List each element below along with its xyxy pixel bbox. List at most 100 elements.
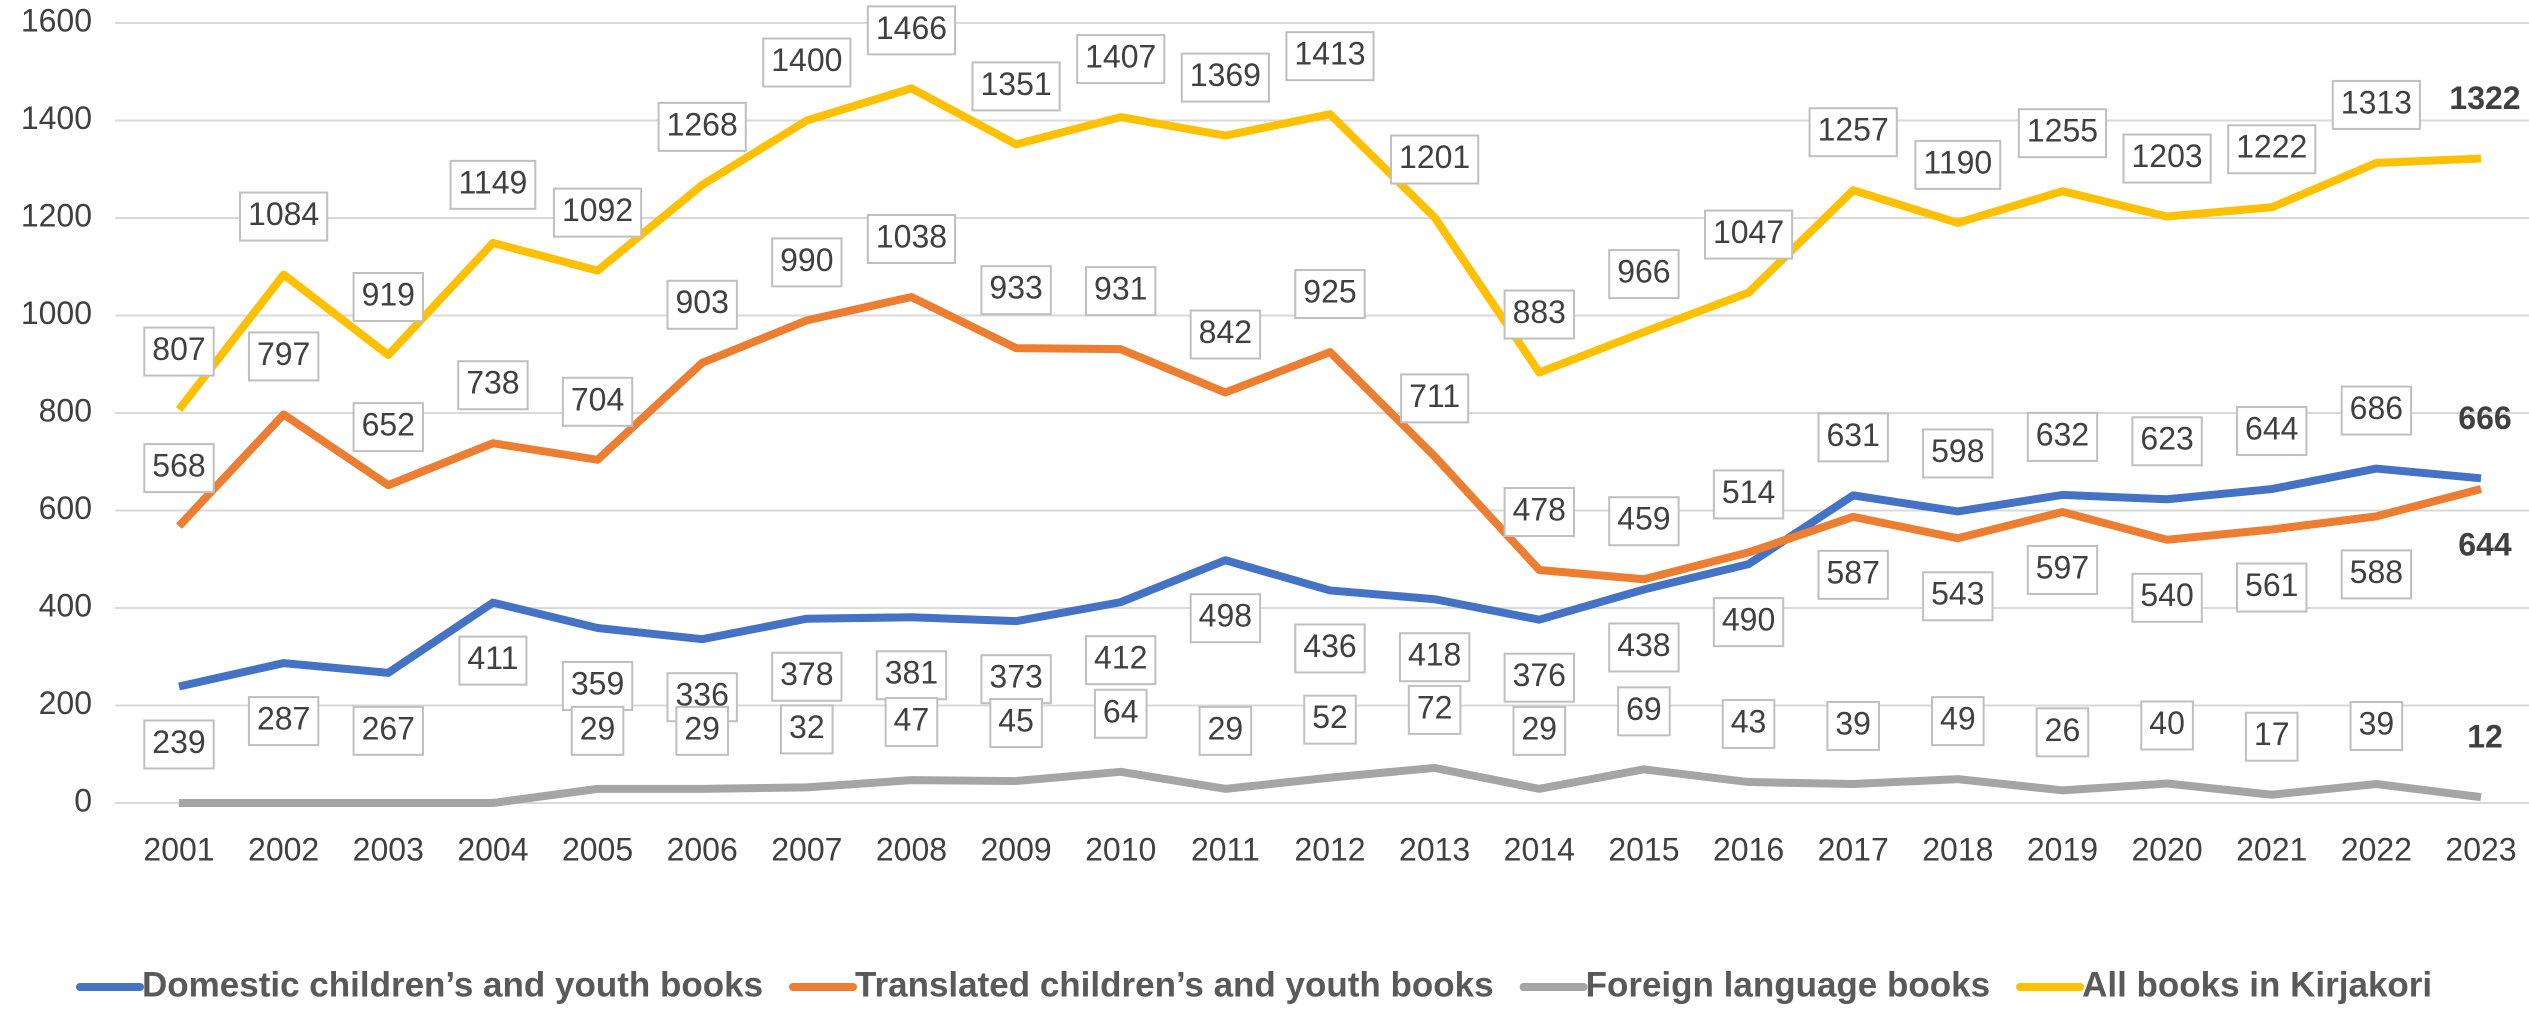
data-label-text: 632 [2036,416,2089,452]
data-label-text: 69 [1626,691,1662,727]
data-label-box [1817,412,1889,463]
data-label-box [2131,572,2203,623]
data-label-text: 373 [989,659,1042,695]
data-label-box [866,213,957,264]
x-tick-label: 2022 [2341,831,2412,867]
data-label-text: 478 [1513,491,1566,527]
data-label: 598 [1922,428,1994,479]
data-label-box [1189,593,1262,644]
data-label: 1149 [449,159,537,210]
data-label: 797 [247,331,320,382]
data-label-text: 1222 [2236,129,2307,165]
data-label: 267 [352,705,424,756]
data-label-text: 1092 [562,192,633,228]
data-label: 543 [1922,571,1994,622]
data-label-text: 43 [1731,703,1767,739]
data-label-text: 29 [580,710,616,746]
x-tick-label: 2013 [1399,831,1470,867]
data-label-text: 807 [152,331,205,367]
data-label: 239 [143,719,215,770]
y-tick-label: 1000 [21,295,92,331]
data-label: 1047 [1703,209,1794,260]
data-label-text: 287 [257,701,310,737]
data-label-box [1922,428,1994,479]
data-label-box [771,237,843,288]
data-label-text: 1190 [1923,144,1992,180]
data-label-text: 514 [1722,474,1775,510]
data-label-text: 931 [1094,271,1147,307]
data-label: 64 [1093,688,1148,739]
data-label: 12 [2467,719,2503,755]
x-tick-label: 2003 [353,831,424,867]
data-label-box [561,376,634,427]
data-label-text: 267 [362,710,415,746]
data-label-text: 359 [571,665,624,701]
data-label-box [1922,571,1994,622]
x-tick-label: 2012 [1294,831,1365,867]
data-label-box [666,279,738,330]
data-label-text: 652 [362,407,415,443]
data-label-text: 842 [1199,314,1252,350]
data-label: 29 [1512,705,1567,756]
data-label-box [1390,134,1480,185]
data-label-text: 49 [1940,701,1976,737]
data-label-text: 598 [1931,433,1984,469]
data-label-box [2035,707,2090,758]
data-label-box [1712,469,1785,520]
data-label-box [989,698,1043,749]
data-label-box [1198,705,1253,756]
data-label-box [1817,549,1889,600]
data-label-text: 29 [1521,710,1557,746]
data-label-box [2026,544,2099,595]
data-label-box [458,635,528,686]
data-label-text: 1322 [2449,80,2520,116]
series-line [176,292,2483,584]
data-label: 69 [1617,686,1671,737]
data-label-text: 704 [571,381,624,417]
data-label-box [1085,635,1157,686]
data-label-text: 738 [466,365,519,401]
data-label-box [143,326,215,377]
data-label-text: 561 [2245,567,2298,603]
data-label-box [2331,79,2421,130]
data-label-box [457,360,529,411]
data-label-text: 1268 [667,106,738,142]
data-label: 1190 [1914,139,2002,190]
data-label: 807 [143,326,215,377]
data-label-box [657,101,747,152]
x-tick-label: 2021 [2236,831,2307,867]
data-label: 1201 [1390,134,1480,185]
data-label-text: 40 [2149,705,2185,741]
data-label: 933 [980,265,1052,316]
data-label-text: 436 [1303,628,1356,664]
data-label: 26 [2035,707,2090,758]
data-label-text: 378 [780,656,833,692]
data-label-text: 459 [1617,501,1670,537]
data-label-box [980,654,1052,705]
data-label: 29 [570,705,625,756]
data-label: 632 [2026,411,2099,462]
data-label: 686 [2340,385,2413,436]
data-label-box [780,704,834,755]
data-label-text: 39 [1835,705,1871,741]
data-label: 561 [2236,562,2308,613]
data-label: 45 [989,698,1043,749]
data-label: 738 [457,360,529,411]
data-label-box [239,191,329,242]
x-tick-label: 2005 [562,831,633,867]
data-label-text: 543 [1931,576,1984,612]
x-tick-label: 2007 [771,831,842,867]
data-label-box [675,705,729,756]
data-label-box [2122,133,2212,184]
data-label: 919 [352,271,424,322]
data-label-text: 644 [2458,527,2512,563]
data-label: 378 [771,651,843,702]
data-label-text: 376 [1513,657,1566,693]
data-label-box [143,443,215,494]
data-label-text: 1038 [876,218,947,254]
data-label-box [1407,684,1462,735]
data-label: 436 [1294,623,1366,674]
data-label-box [2340,385,2413,436]
data-label: 29 [1198,705,1253,756]
data-label-text: 1313 [2341,84,2412,120]
